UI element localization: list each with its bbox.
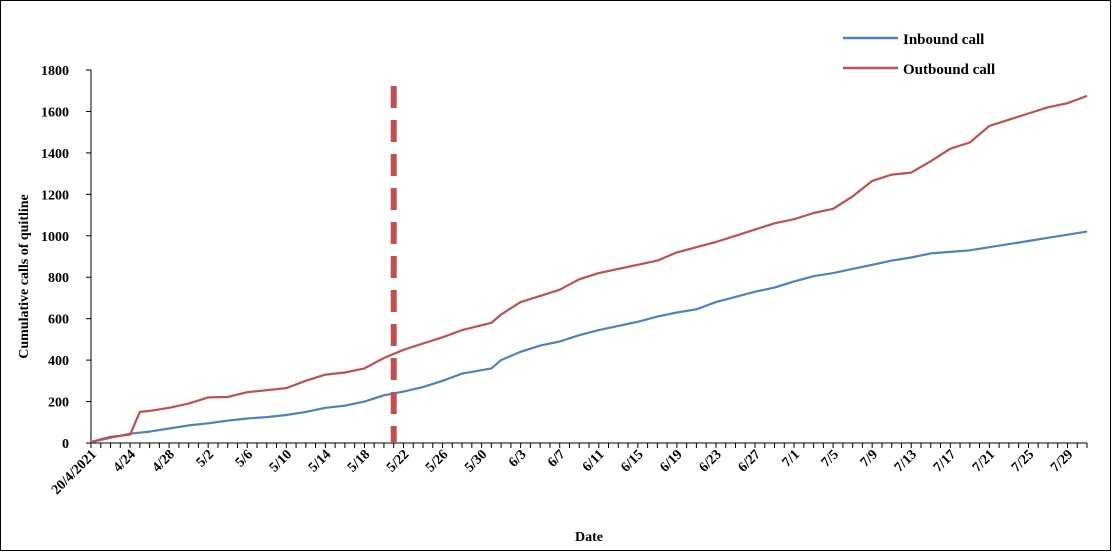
series-layer [90, 94, 1088, 444]
x-tick-label: 6/3 [506, 447, 529, 470]
x-tick-label: 6/15 [618, 447, 646, 475]
x-ticks: 20/4/2021 4/24 4/28 5/2 5/6 5/10 5/14 5/18 5/22 5… [49, 443, 1088, 498]
series-line-inbound-call [90, 230, 1088, 444]
x-tick-label: 5/22 [384, 447, 412, 475]
x-tick-label: 4/24 [111, 447, 139, 475]
axes [90, 70, 1087, 444]
x-tick-label: 5/30 [462, 447, 490, 475]
legend-label: Inbound call [903, 32, 984, 48]
y-tick-label: 0 [62, 437, 69, 452]
y-tick-label: 200 [48, 396, 69, 411]
y-tick-label: 1600 [41, 105, 69, 120]
x-tick-label: 7/17 [931, 447, 959, 475]
x-tick-label: 6/7 [545, 447, 568, 470]
x-tick-label: 7/29 [1048, 447, 1076, 475]
y-ticks: 0 200 400 600 800 1000 1200 1400 1600 1800 [41, 64, 91, 452]
x-tick-label: 5/26 [423, 447, 451, 475]
x-tick-label: 6/11 [580, 447, 608, 475]
x-tick-label: 5/14 [306, 447, 334, 475]
x-tick-label: 5/2 [194, 447, 217, 470]
y-tick-label: 400 [48, 354, 69, 369]
x-tick-label: 6/27 [736, 447, 764, 475]
x-tick-label: 7/13 [892, 447, 920, 475]
y-tick-label: 600 [48, 313, 69, 328]
x-tick-label: 7/9 [858, 447, 881, 470]
x-tick-label: 5/6 [233, 447, 256, 470]
x-tick-label: 20/4/2021 [49, 447, 100, 498]
x-axis-title: Date [575, 530, 603, 545]
legend-label: Outbound call [903, 62, 995, 78]
y-tick-label: 1200 [41, 188, 69, 203]
x-tick-label: 5/18 [345, 447, 373, 475]
x-tick-label: 7/5 [819, 447, 842, 470]
y-axis-title: Cumulative calls of quitline [17, 194, 32, 359]
x-tick-label: 6/23 [697, 447, 725, 475]
y-tick-label: 1800 [41, 64, 69, 79]
x-tick-label: 6/19 [658, 447, 686, 475]
series-line-outbound-call [90, 94, 1088, 444]
y-tick-label: 1400 [41, 147, 69, 162]
x-tick-label: 5/10 [267, 447, 295, 475]
y-tick-label: 1000 [41, 230, 69, 245]
x-tick-label: 7/25 [1009, 447, 1037, 475]
x-tick-label: 7/21 [970, 447, 998, 475]
y-tick-label: 800 [48, 271, 69, 286]
legend: Inbound call Outbound call [843, 32, 995, 78]
x-tick-label: 7/1 [780, 447, 803, 470]
x-tick-label: 4/28 [150, 447, 178, 475]
